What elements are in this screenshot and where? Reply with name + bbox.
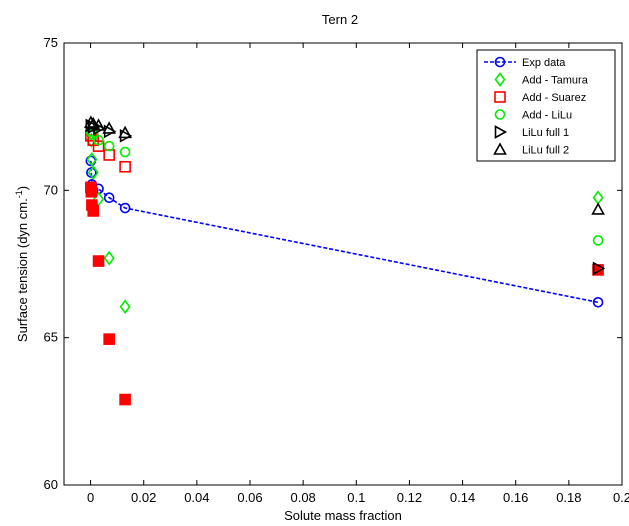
x-tick-label: 0.04 bbox=[184, 490, 209, 505]
x-tick-label: 0.14 bbox=[450, 490, 475, 505]
data-point bbox=[91, 118, 106, 131]
legend-entry: Add - Tamura bbox=[522, 75, 589, 87]
data-point bbox=[119, 160, 131, 173]
data-point bbox=[85, 186, 98, 198]
legend-entry: Exp data bbox=[522, 57, 566, 69]
data-markers bbox=[83, 115, 606, 406]
data-point bbox=[103, 333, 115, 345]
data-point bbox=[103, 250, 115, 266]
x-tick-label: 0.02 bbox=[131, 490, 156, 505]
data-point bbox=[119, 393, 131, 406]
x-tick-label: 0.06 bbox=[237, 490, 262, 505]
data-point bbox=[592, 297, 604, 308]
legend-entry: LiLu full 2 bbox=[522, 145, 569, 157]
y-axis-label: Surface tension (dyn cm.-1) bbox=[14, 186, 30, 342]
data-point bbox=[592, 261, 606, 276]
data-point bbox=[119, 146, 131, 158]
legend-marker bbox=[493, 142, 507, 155]
data-point bbox=[92, 140, 105, 152]
data-point bbox=[102, 121, 117, 134]
data-point bbox=[92, 255, 105, 267]
data-point bbox=[86, 152, 98, 167]
y-tick-label: 60 bbox=[44, 477, 58, 492]
legend-marker bbox=[494, 109, 506, 120]
data-point bbox=[87, 205, 100, 217]
data-point bbox=[119, 202, 131, 214]
y-tick-label: 70 bbox=[44, 182, 58, 197]
legend-entry: LiLu full 1 bbox=[522, 127, 569, 139]
x-axis: 0 0.02 0.04 0.06 0.08 0.1 0.12 0.14 0.16 0.18 0.2 bbox=[87, 43, 629, 505]
legend-marker bbox=[494, 56, 506, 68]
legend-entry: Add - Suarez bbox=[522, 92, 586, 104]
x-axis-label: Solute mass fraction bbox=[284, 508, 402, 523]
legend-marker bbox=[494, 91, 506, 103]
x-tick-label: 0 bbox=[87, 490, 94, 505]
y-axis: 60 65 70 75 bbox=[44, 35, 622, 492]
legend-entry: Add - LiLu bbox=[522, 110, 572, 122]
x-tick-label: 0.12 bbox=[397, 490, 422, 505]
legend: Exp data Add - Tamura Add - Suarez Add - Li… bbox=[476, 49, 616, 162]
x-tick-label: 0.16 bbox=[503, 490, 528, 505]
data-point bbox=[592, 235, 604, 246]
data-point bbox=[87, 165, 99, 180]
x-tick-label: 0.1 bbox=[347, 490, 365, 505]
chart-title: Tern 2 bbox=[322, 12, 358, 27]
x-tick-label: 0.18 bbox=[556, 490, 581, 505]
legend-marker bbox=[494, 72, 506, 87]
legend-marker bbox=[494, 125, 508, 139]
y-tick-label: 75 bbox=[44, 35, 58, 50]
data-point bbox=[119, 299, 131, 315]
x-tick-label: 0.08 bbox=[290, 490, 315, 505]
data-point bbox=[103, 140, 115, 152]
data-point bbox=[591, 202, 605, 215]
data-point bbox=[93, 134, 104, 146]
y-tick-label: 65 bbox=[44, 330, 58, 345]
data-point bbox=[103, 192, 115, 203]
x-tick-label: 0.2 bbox=[613, 490, 629, 505]
data-point bbox=[83, 115, 98, 128]
data-point bbox=[118, 125, 132, 139]
